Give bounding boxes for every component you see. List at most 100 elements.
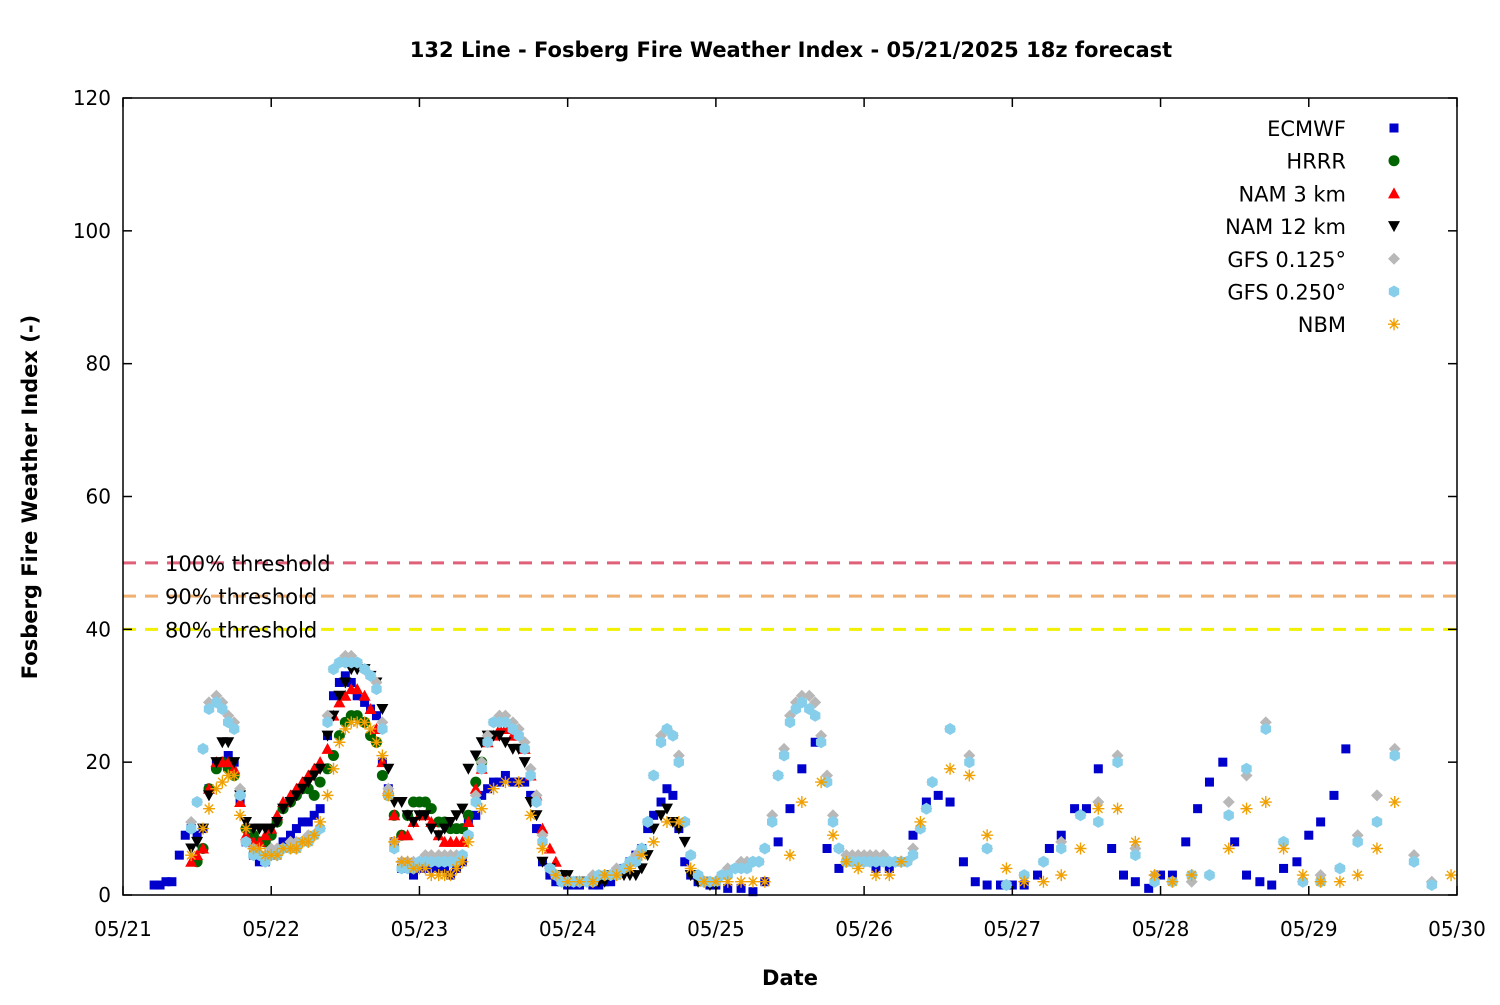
data-point-ecmwf — [334, 677, 344, 687]
threshold-lines: 100% threshold 90% threshold 80% threshold — [123, 552, 1457, 642]
data-point-nbm — [561, 875, 574, 888]
data-point-nbm — [314, 815, 327, 828]
data-point-nbm — [1000, 862, 1013, 875]
data-point-nbm — [277, 842, 290, 855]
data-point-ecmwf — [346, 677, 356, 687]
data-point-nbm — [1333, 875, 1346, 888]
data-point-nam-12-km — [265, 823, 278, 835]
data-point-gfs-0-250 — [322, 716, 333, 729]
data-point-nbm — [795, 796, 808, 809]
data-point-nam-3-km — [197, 842, 210, 854]
data-point-ecmwf — [810, 737, 820, 747]
data-point-nbm — [302, 835, 315, 848]
data-point-gfs-0-250 — [186, 822, 197, 835]
data-point-ecmwf — [471, 810, 481, 820]
data-point-nam-12-km — [469, 750, 482, 762]
data-point-nbm — [234, 809, 247, 822]
data-point-nam-3-km — [234, 796, 247, 808]
data-point-nam-12-km — [401, 810, 414, 822]
data-point-gfs-0-250 — [759, 842, 770, 855]
data-point-nbm — [358, 716, 371, 729]
data-point-gfs-0-250 — [365, 669, 376, 682]
data-point-nbm — [339, 722, 352, 735]
data-point-nbm — [240, 822, 253, 835]
legend-marker-nam-12-km — [1388, 221, 1400, 233]
series-nbm — [185, 716, 1458, 888]
data-point-ecmwf — [440, 863, 450, 873]
data-point-gfs-0-250 — [1408, 855, 1420, 868]
data-point-ecmwf — [352, 691, 362, 701]
data-point-nam-12-km — [202, 790, 215, 802]
data-point-nbm — [647, 835, 660, 848]
data-point-gfs-0-250 — [1112, 756, 1123, 769]
data-point-nbm — [883, 869, 896, 882]
data-point-gfs-0-250 — [907, 849, 919, 862]
data-point-gfs-0-250 — [810, 709, 821, 722]
data-point-nbm — [573, 875, 586, 888]
data-point-ecmwf — [884, 863, 894, 873]
data-point-ecmwf — [180, 830, 190, 840]
data-point-nbm — [401, 855, 414, 868]
data-point-gfs-0-250 — [482, 736, 493, 749]
data-point-nbm — [684, 862, 697, 875]
data-point-gfs-0-250 — [1334, 862, 1346, 875]
data-point-ecmwf — [340, 671, 350, 681]
data-point-gfs-0-250 — [667, 729, 679, 742]
data-point-nam-3-km — [240, 829, 253, 841]
data-point-nam-3-km — [364, 703, 377, 715]
data-point-gfs-0-250 — [1056, 842, 1067, 855]
data-point-nbm — [1074, 842, 1087, 855]
data-point-ecmwf — [1181, 837, 1191, 847]
data-point-gfs-0-250 — [352, 656, 363, 669]
data-point-nbm — [1351, 869, 1364, 882]
data-point-ecmwf — [303, 817, 313, 827]
legend-marker-nam-3-km — [1388, 187, 1400, 199]
data-point-nam-12-km — [314, 763, 327, 775]
data-point-nbm — [536, 842, 549, 855]
data-point-nbm — [450, 862, 463, 875]
data-point-nam-12-km — [647, 823, 660, 835]
legend-label-hrrr: HRRR — [1286, 150, 1346, 174]
data-point-nam-12-km — [395, 797, 408, 809]
data-point-ecmwf — [1204, 777, 1214, 787]
data-point-ecmwf — [360, 697, 370, 707]
data-point-nbm — [1222, 842, 1235, 855]
data-point-gfs-0-250 — [389, 842, 400, 855]
data-point-nbm — [895, 855, 908, 868]
data-point-gfs-0-250 — [1001, 879, 1012, 891]
data-point-nam-12-km — [185, 843, 198, 855]
data-point-gfs-0-250 — [1241, 762, 1252, 775]
data-point-gfs-0-250 — [796, 696, 808, 709]
data-point-nam-12-km — [210, 757, 223, 769]
data-point-nam-12-km — [290, 790, 303, 802]
data-point-nbm — [1296, 869, 1309, 882]
data-point-gfs-0-250 — [833, 842, 845, 855]
data-point-ecmwf — [1033, 870, 1043, 880]
x-axis-label: Date — [762, 966, 818, 990]
x-tick-label: 05/23 — [391, 917, 449, 941]
y-tick-label: 0 — [98, 883, 111, 907]
data-point-nam-12-km — [333, 690, 346, 702]
data-point-gfs-0-250 — [815, 736, 827, 749]
x-tick-label: 05/22 — [242, 917, 300, 941]
data-point-gfs-0-250 — [513, 729, 524, 742]
data-point-ecmwf — [161, 877, 171, 887]
data-point-nbm — [840, 855, 853, 868]
data-point-ecmwf — [680, 857, 690, 867]
data-point-nam-12-km — [536, 856, 549, 868]
data-point-nam-12-km — [240, 816, 253, 828]
data-point-nam-3-km — [185, 855, 198, 867]
data-point-nbm — [746, 875, 759, 888]
data-point-hrrr — [308, 789, 320, 801]
data-point-nbm — [524, 809, 537, 822]
data-point-ecmwf — [656, 797, 666, 807]
data-point-nam-12-km — [629, 870, 642, 882]
data-point-gfs-0-125 — [1370, 789, 1383, 802]
legend-marker-ecmwf — [1389, 123, 1399, 133]
data-point-gfs-0-250 — [778, 749, 790, 762]
data-point-gfs-0-250 — [197, 742, 209, 755]
data-point-gfs-0-250 — [927, 776, 938, 789]
data-point-nbm — [475, 802, 488, 815]
data-point-nam-3-km — [462, 815, 475, 827]
data-point-nam-12-km — [444, 816, 457, 828]
